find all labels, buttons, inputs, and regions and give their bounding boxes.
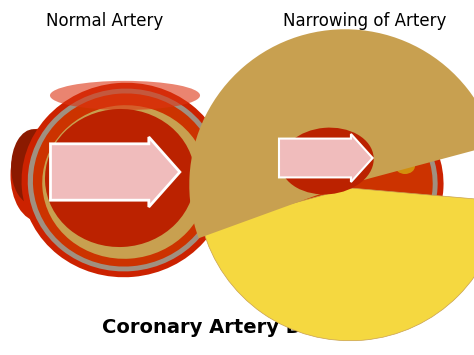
Ellipse shape: [280, 127, 374, 195]
Ellipse shape: [21, 83, 228, 277]
Ellipse shape: [239, 143, 276, 203]
Ellipse shape: [45, 109, 195, 247]
Ellipse shape: [42, 105, 208, 259]
Ellipse shape: [237, 121, 290, 215]
Ellipse shape: [33, 93, 217, 267]
Text: Lipid deposit of
plaque: Lipid deposit of plaque: [242, 190, 332, 243]
Ellipse shape: [219, 113, 292, 233]
Ellipse shape: [50, 81, 200, 110]
Ellipse shape: [246, 91, 444, 275]
Text: Narrowing of Artery: Narrowing of Artery: [283, 12, 447, 30]
Ellipse shape: [10, 129, 66, 221]
Ellipse shape: [252, 96, 438, 270]
Ellipse shape: [377, 144, 403, 162]
Ellipse shape: [27, 152, 55, 198]
Text: Coronary Artery Disease: Coronary Artery Disease: [102, 318, 372, 337]
Ellipse shape: [336, 134, 364, 152]
Ellipse shape: [28, 89, 222, 272]
FancyArrow shape: [279, 134, 373, 182]
Ellipse shape: [257, 101, 433, 265]
Ellipse shape: [318, 138, 342, 154]
Ellipse shape: [395, 158, 415, 174]
Ellipse shape: [295, 143, 325, 163]
Wedge shape: [189, 29, 474, 238]
Wedge shape: [202, 188, 474, 341]
FancyArrow shape: [50, 137, 180, 207]
Ellipse shape: [348, 133, 372, 147]
Text: Normal Artery: Normal Artery: [46, 12, 164, 30]
Ellipse shape: [223, 124, 272, 212]
Ellipse shape: [310, 153, 330, 167]
Ellipse shape: [11, 129, 56, 205]
Ellipse shape: [359, 138, 381, 154]
